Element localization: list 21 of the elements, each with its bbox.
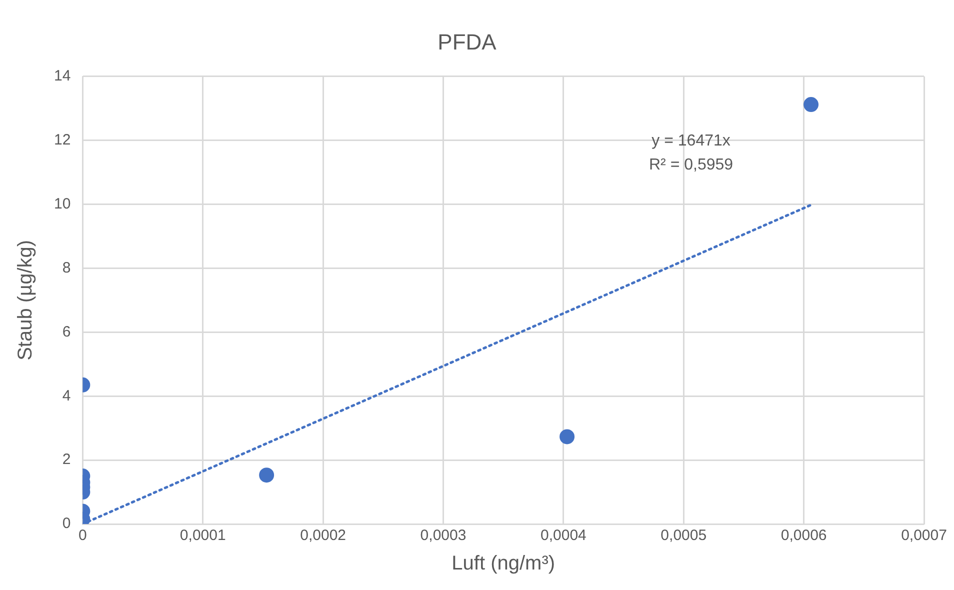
y-tick-label: 10	[54, 195, 71, 212]
x-tick-label: 0,0006	[780, 527, 827, 544]
x-tick-label: 0,0001	[180, 527, 226, 544]
x-axis-title: Luft (ng/m³)	[452, 552, 556, 575]
y-tick-label: 2	[62, 451, 71, 468]
y-tick-label: 8	[62, 259, 71, 276]
y-tick-label: 14	[54, 68, 71, 85]
y-tick-label: 4	[62, 387, 71, 404]
y-tick-label: 6	[62, 323, 71, 340]
x-tick-label: 0,0007	[901, 527, 947, 544]
chart-title: PFDA	[438, 29, 497, 54]
x-tick-label: 0,0005	[660, 527, 707, 544]
x-tick-label: 0	[78, 527, 87, 544]
annotation: R² = 0,5959	[648, 156, 734, 174]
x-tick-label: 0,0002	[300, 527, 346, 544]
x-tick-label: 0,0004	[540, 527, 586, 544]
annotation: y = 16471x	[652, 132, 730, 150]
y-axis-title: Staub (µg/kg)	[14, 240, 37, 360]
y-tick-label: 0	[62, 515, 71, 532]
y-tick-label: 12	[54, 131, 71, 148]
x-tick-label: 0,0003	[420, 527, 466, 544]
